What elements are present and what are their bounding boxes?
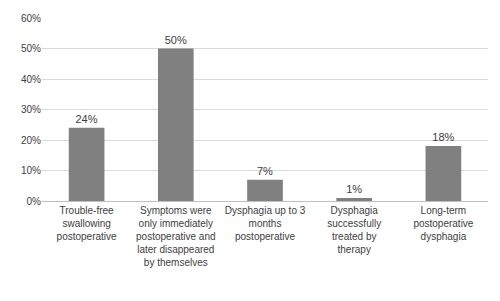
svg-text:30%: 30% [21,104,41,115]
svg-text:50%: 50% [21,43,41,54]
svg-text:50%: 50% [165,34,187,46]
svg-text:24%: 24% [75,113,97,125]
svg-text:Long-termpostoperativedysphagi: Long-termpostoperativedysphagia [413,205,473,242]
svg-text:60%: 60% [21,13,41,24]
svg-text:20%: 20% [21,135,41,146]
svg-text:10%: 10% [21,165,41,176]
svg-text:Dysphagiasuccessfullytreated b: Dysphagiasuccessfullytreated bytherapy [327,205,381,255]
svg-text:18%: 18% [432,131,454,143]
svg-text:0%: 0% [27,196,42,207]
svg-text:Trouble-freeswallowingpostoper: Trouble-freeswallowingpostoperative [57,205,117,242]
svg-text:1%: 1% [346,183,362,195]
svg-text:7%: 7% [257,165,273,177]
svg-text:Symptoms wereonly immediatelyp: Symptoms wereonly immediatelypostoperati… [136,205,216,268]
svg-text:40%: 40% [21,74,41,85]
svg-text:Dysphagia up to 3monthspostope: Dysphagia up to 3monthspostoperative [225,205,306,242]
